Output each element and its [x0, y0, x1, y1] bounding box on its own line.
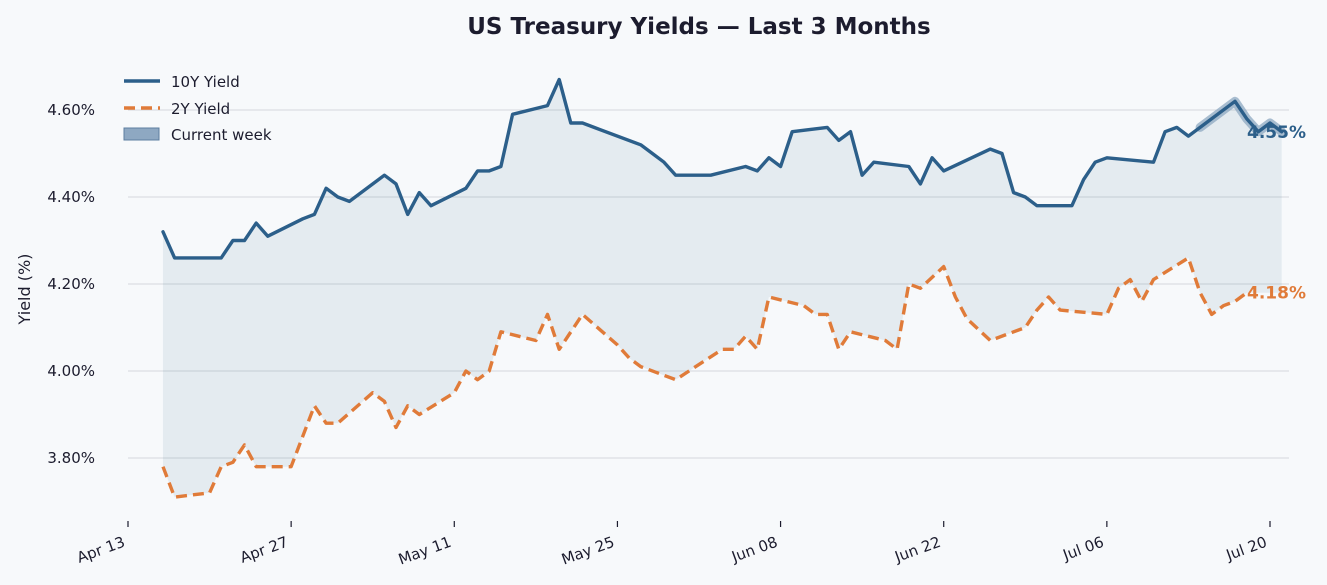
y-axis-label: Yield (%): [15, 254, 34, 326]
y-tick-label: 4.20%: [47, 275, 95, 293]
series-lines: [161, 77, 1284, 499]
x-tick-label: Jul 06: [1060, 533, 1107, 565]
chart-title: US Treasury Yields — Last 3 Months: [467, 14, 930, 40]
y-tick-label: 3.80%: [47, 449, 95, 467]
spread-shading: [162, 79, 1282, 498]
spread-area: [162, 79, 1282, 498]
legend-swatch-current-week: [123, 127, 160, 141]
x-tick-label: Jun 08: [728, 533, 780, 566]
end-labels: 4.55% 4.18%: [1247, 123, 1306, 304]
x-tick-label: Jun 22: [892, 533, 944, 566]
y-tick-label: 4.60%: [47, 101, 95, 119]
x-axis: Apr 13 Apr 27 May 11 May 25 Jun 08 Jun 22 Jul …: [74, 521, 1271, 569]
legend-label: 10Y Yield: [171, 73, 240, 91]
y-axis: 3.80% 4.00% 4.20% 4.40% 4.60%: [47, 101, 95, 467]
x-tick-label: Jul 20: [1223, 533, 1270, 565]
y-tick-label: 4.40%: [47, 188, 95, 206]
x-tick-label: May 11: [396, 533, 454, 569]
end-label-10y-yield: 4.55%: [1247, 123, 1306, 143]
end-label-2y-yield: 4.18%: [1247, 284, 1306, 304]
x-tick-label: May 25: [559, 533, 617, 569]
y-tick-label: 4.00%: [47, 362, 95, 380]
legend: 10Y Yield 2Y Yield Current week: [123, 73, 272, 144]
series-line-2y-yield: [161, 256, 1248, 499]
legend-label: 2Y Yield: [171, 100, 230, 118]
x-tick-label: Apr 13: [74, 533, 127, 567]
legend-label: Current week: [171, 126, 272, 144]
x-tick-label: Apr 27: [238, 533, 291, 567]
series-line-10y-yield: [161, 77, 1284, 260]
